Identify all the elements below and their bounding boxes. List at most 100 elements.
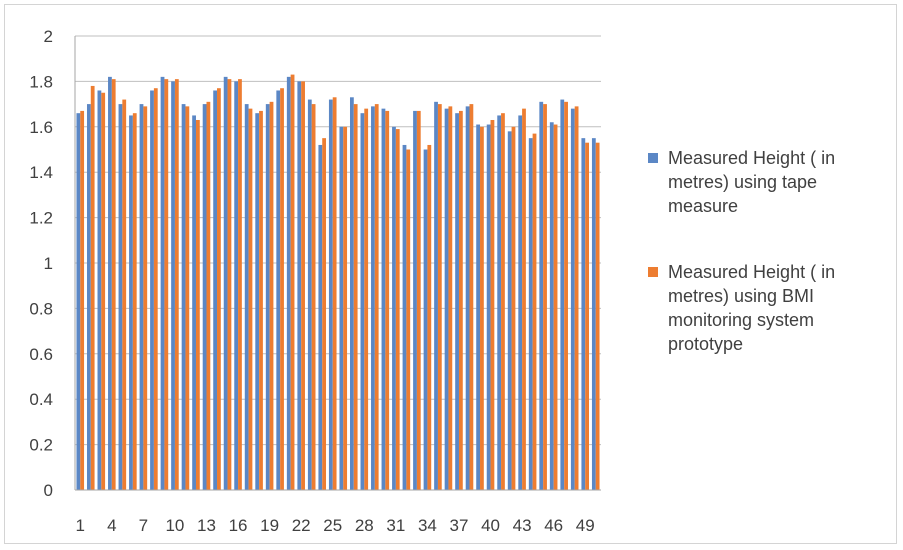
bar-series-1: [297, 81, 302, 491]
bar-series-2: [248, 108, 253, 490]
bar-series-1: [234, 81, 239, 491]
bar-series-1: [328, 99, 333, 490]
bar-series-2: [122, 99, 127, 490]
x-tick-label: 10: [165, 516, 184, 535]
bar-series-1: [518, 115, 523, 490]
legend-swatch-bmi-prototype: [648, 267, 658, 277]
x-tick-label: 13: [197, 516, 216, 535]
bar-series-1: [402, 144, 407, 490]
legend-swatch-tape-measure: [648, 153, 658, 163]
bar-series-1: [129, 115, 133, 490]
bar-series-1: [560, 99, 565, 490]
bar-series-2: [501, 113, 505, 491]
bar-series-1: [360, 113, 365, 491]
bar-series-2: [416, 110, 421, 490]
bar-series-1: [349, 97, 354, 490]
bar-series-1: [444, 108, 449, 490]
x-tick-label: 7: [139, 516, 148, 535]
y-tick-label: 0.2: [29, 436, 53, 455]
y-tick-label: 1.8: [29, 72, 53, 91]
bar-series-2: [343, 126, 348, 491]
bar-series-2: [427, 144, 432, 490]
x-tick-label: 19: [260, 516, 279, 535]
bar-series-2: [301, 81, 305, 491]
x-tick-label: 43: [513, 516, 532, 535]
bar-series-2: [217, 88, 221, 491]
y-tick-label: 0.4: [29, 390, 53, 409]
bar-series-1: [255, 113, 260, 491]
bar-series-1: [76, 113, 81, 491]
y-tick-label: 1.2: [29, 209, 53, 228]
bar-series-2: [238, 79, 242, 490]
x-axis-tick-labels: 1 4 7 10 13 16 19 22 25 28 31 34 37 40 43 46 49: [76, 516, 595, 535]
bar-series-2: [164, 79, 169, 490]
x-tick-label: 34: [418, 516, 437, 535]
bar-series-1: [108, 76, 112, 491]
bar-series-1: [213, 90, 218, 490]
bar-series-2: [185, 106, 190, 491]
bar-series-2: [585, 142, 590, 490]
bar-series-2: [595, 142, 600, 490]
bar-series-1: [276, 90, 281, 490]
bar-series-2: [480, 126, 484, 491]
bar-series-2: [269, 101, 274, 490]
bar-series-1: [413, 110, 417, 490]
bar-series-2: [353, 104, 358, 490]
bar-series-2: [374, 104, 379, 490]
bar-series-1: [455, 113, 459, 491]
bar-series-1: [392, 126, 396, 491]
bar-series-2: [311, 104, 316, 490]
bar-series-1: [160, 76, 165, 491]
bar-series-1: [486, 124, 491, 490]
bar-series-1: [528, 138, 533, 490]
bar-series-1: [244, 104, 249, 490]
bar-series-2: [395, 129, 400, 490]
bar-series-2: [458, 110, 463, 490]
x-tick-label: 49: [576, 516, 595, 535]
legend-item-tape-measure: Measured Height ( in metres) using tape …: [640, 146, 890, 218]
x-tick-label: 25: [323, 516, 342, 535]
bar-series-1: [86, 104, 91, 490]
x-tick-label: 31: [386, 516, 405, 535]
bar-series-2: [259, 110, 263, 490]
bar-series-1: [476, 124, 481, 490]
bar-series-2: [153, 88, 158, 491]
y-axis-tick-labels: 0 0.2 0.4 0.6 0.8 1 1.2 1.4 1.6 1.8 2: [29, 27, 53, 500]
bar-series-1: [570, 108, 575, 490]
bar-series-2: [111, 79, 116, 490]
bar-series-2: [90, 85, 95, 490]
legend-label-tape-measure: Measured Height ( in metres) using tape …: [668, 148, 836, 216]
bar-series-2: [406, 149, 411, 490]
bar-series-1: [581, 138, 586, 490]
bar-series-1: [181, 104, 186, 490]
bar-series-2: [80, 110, 85, 490]
bar-series-2: [469, 104, 474, 490]
bar-series-1: [497, 115, 502, 490]
bar-series-1: [118, 104, 123, 490]
y-tick-label: 0: [44, 481, 53, 500]
bar-series-1: [286, 76, 291, 491]
bar-series-1: [307, 99, 312, 490]
bar-series-1: [434, 101, 438, 490]
bar-series-2: [101, 92, 106, 490]
bar-series-2: [195, 119, 200, 491]
y-tick-label: 1.4: [29, 163, 53, 182]
bar-series-1: [591, 138, 596, 490]
legend: Measured Height ( in metres) using tape …: [640, 146, 890, 398]
bars: [76, 74, 600, 491]
bar-series-1: [371, 106, 375, 491]
bar-series-2: [564, 101, 568, 490]
bar-series-2: [174, 79, 179, 490]
bar-series-1: [318, 144, 323, 490]
bar-series-2: [280, 88, 284, 491]
bar-series-1: [192, 115, 196, 490]
bar-series-2: [448, 106, 453, 491]
bar-series-2: [553, 124, 558, 490]
bar-series-1: [549, 122, 554, 490]
bar-series-2: [437, 104, 442, 490]
legend-item-bmi-prototype: Measured Height ( in metres) using BMI m…: [640, 260, 890, 356]
y-tick-label: 1: [44, 254, 53, 273]
bar-series-1: [202, 104, 207, 490]
y-tick-label: 0.8: [29, 299, 53, 318]
